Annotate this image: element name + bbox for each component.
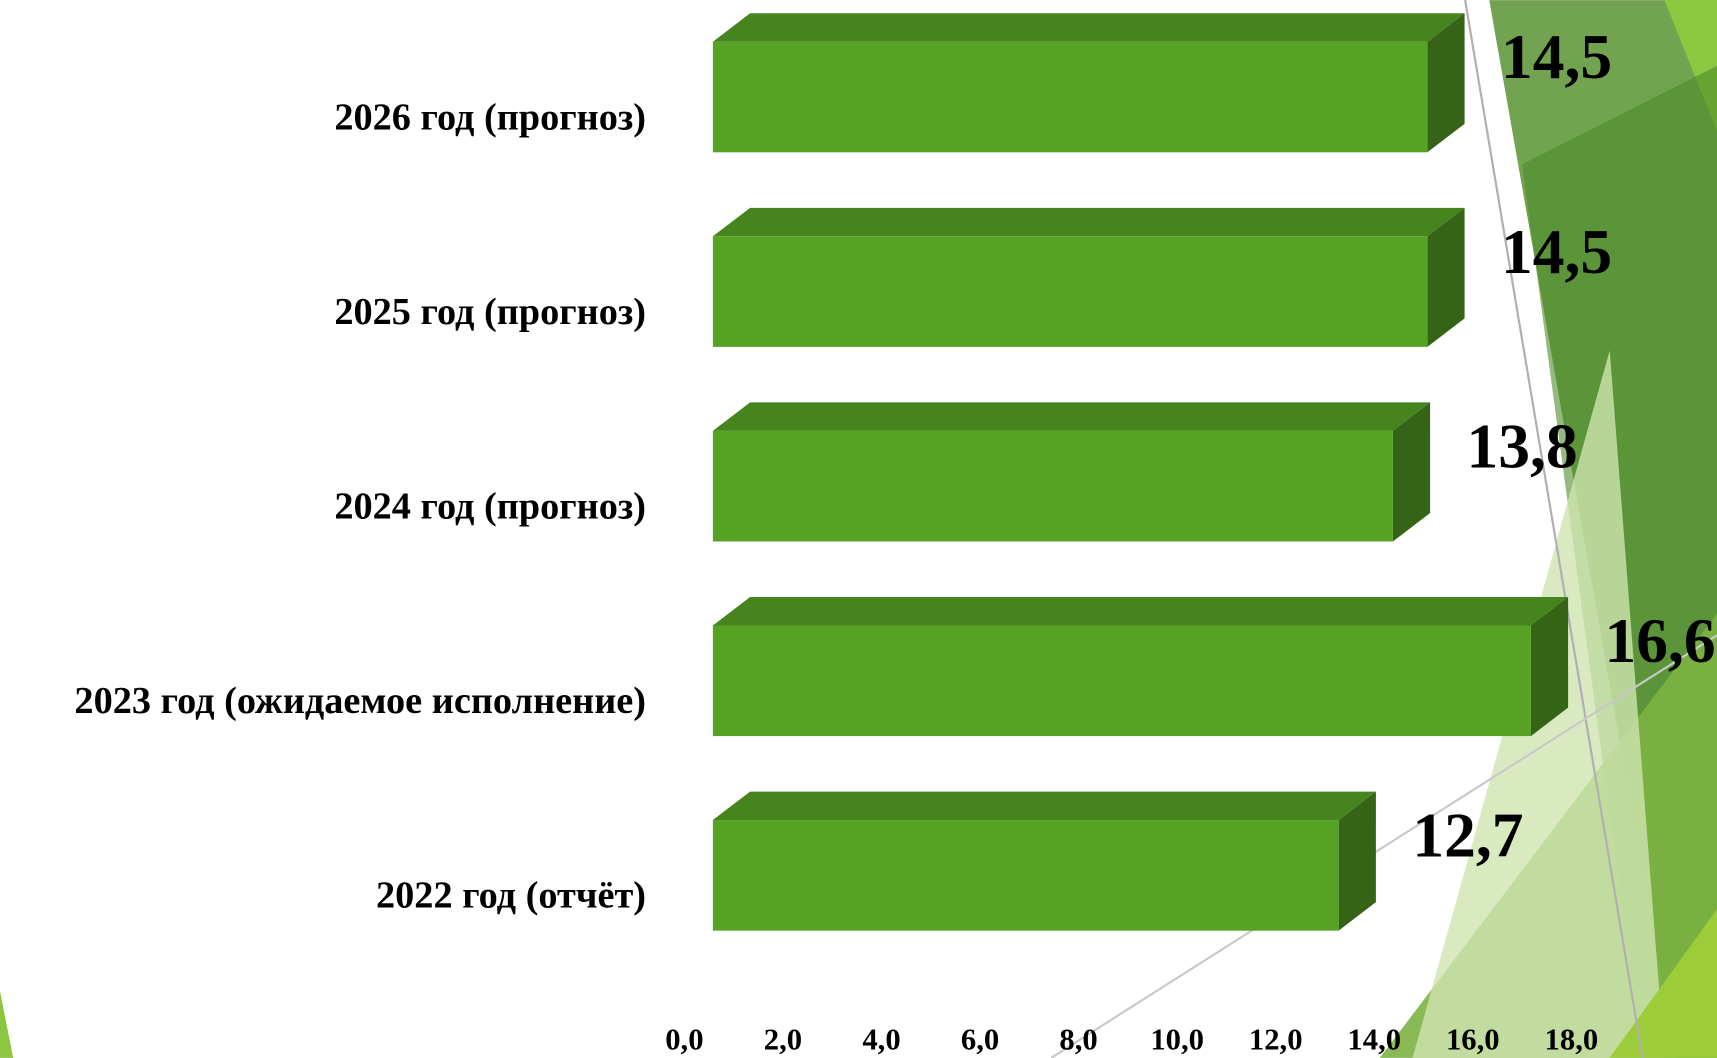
value-label: 14,5	[1501, 216, 1612, 287]
value-label: 12,7	[1412, 800, 1523, 871]
y-tick-label: 2026 год (прогноз)	[334, 96, 646, 138]
x-tick-label: 6,0	[961, 1023, 999, 1057]
bar	[712, 625, 1531, 737]
bar	[712, 236, 1428, 347]
bar-side	[1530, 597, 1569, 737]
y-tick-label: 2025 год (прогноз)	[334, 291, 646, 333]
x-tick-label: 12,0	[1249, 1023, 1303, 1057]
x-tick-label: 0,0	[665, 1023, 703, 1057]
bar-top	[712, 597, 1569, 626]
bar-side	[1427, 13, 1465, 153]
bar	[712, 41, 1428, 153]
bar-top	[712, 791, 1376, 821]
bar-side	[1392, 402, 1431, 542]
y-tick-label: 2022 год (отчёт)	[376, 875, 646, 917]
bar	[712, 820, 1339, 931]
bar-top	[712, 13, 1465, 42]
y-tick-label: 2023 год (ожидаемое исполнение)	[74, 680, 646, 722]
bar	[712, 430, 1393, 542]
value-label: 13,8	[1467, 410, 1578, 481]
bar-top	[712, 207, 1465, 237]
value-label: 14,5	[1501, 21, 1612, 92]
x-tick-label: 14,0	[1347, 1023, 1401, 1057]
bar-top	[712, 402, 1431, 431]
value-label: 16,6	[1604, 605, 1715, 676]
x-tick-label: 16,0	[1446, 1023, 1500, 1057]
x-tick-label: 10,0	[1150, 1023, 1204, 1057]
x-tick-label: 2,0	[764, 1023, 802, 1057]
x-tick-label: 8,0	[1059, 1023, 1097, 1057]
bar-side	[1338, 791, 1376, 931]
bar-side	[1427, 207, 1465, 347]
x-tick-label: 18,0	[1545, 1023, 1599, 1057]
y-tick-label: 2024 год (прогноз)	[334, 486, 646, 528]
x-tick-label: 4,0	[862, 1023, 900, 1057]
